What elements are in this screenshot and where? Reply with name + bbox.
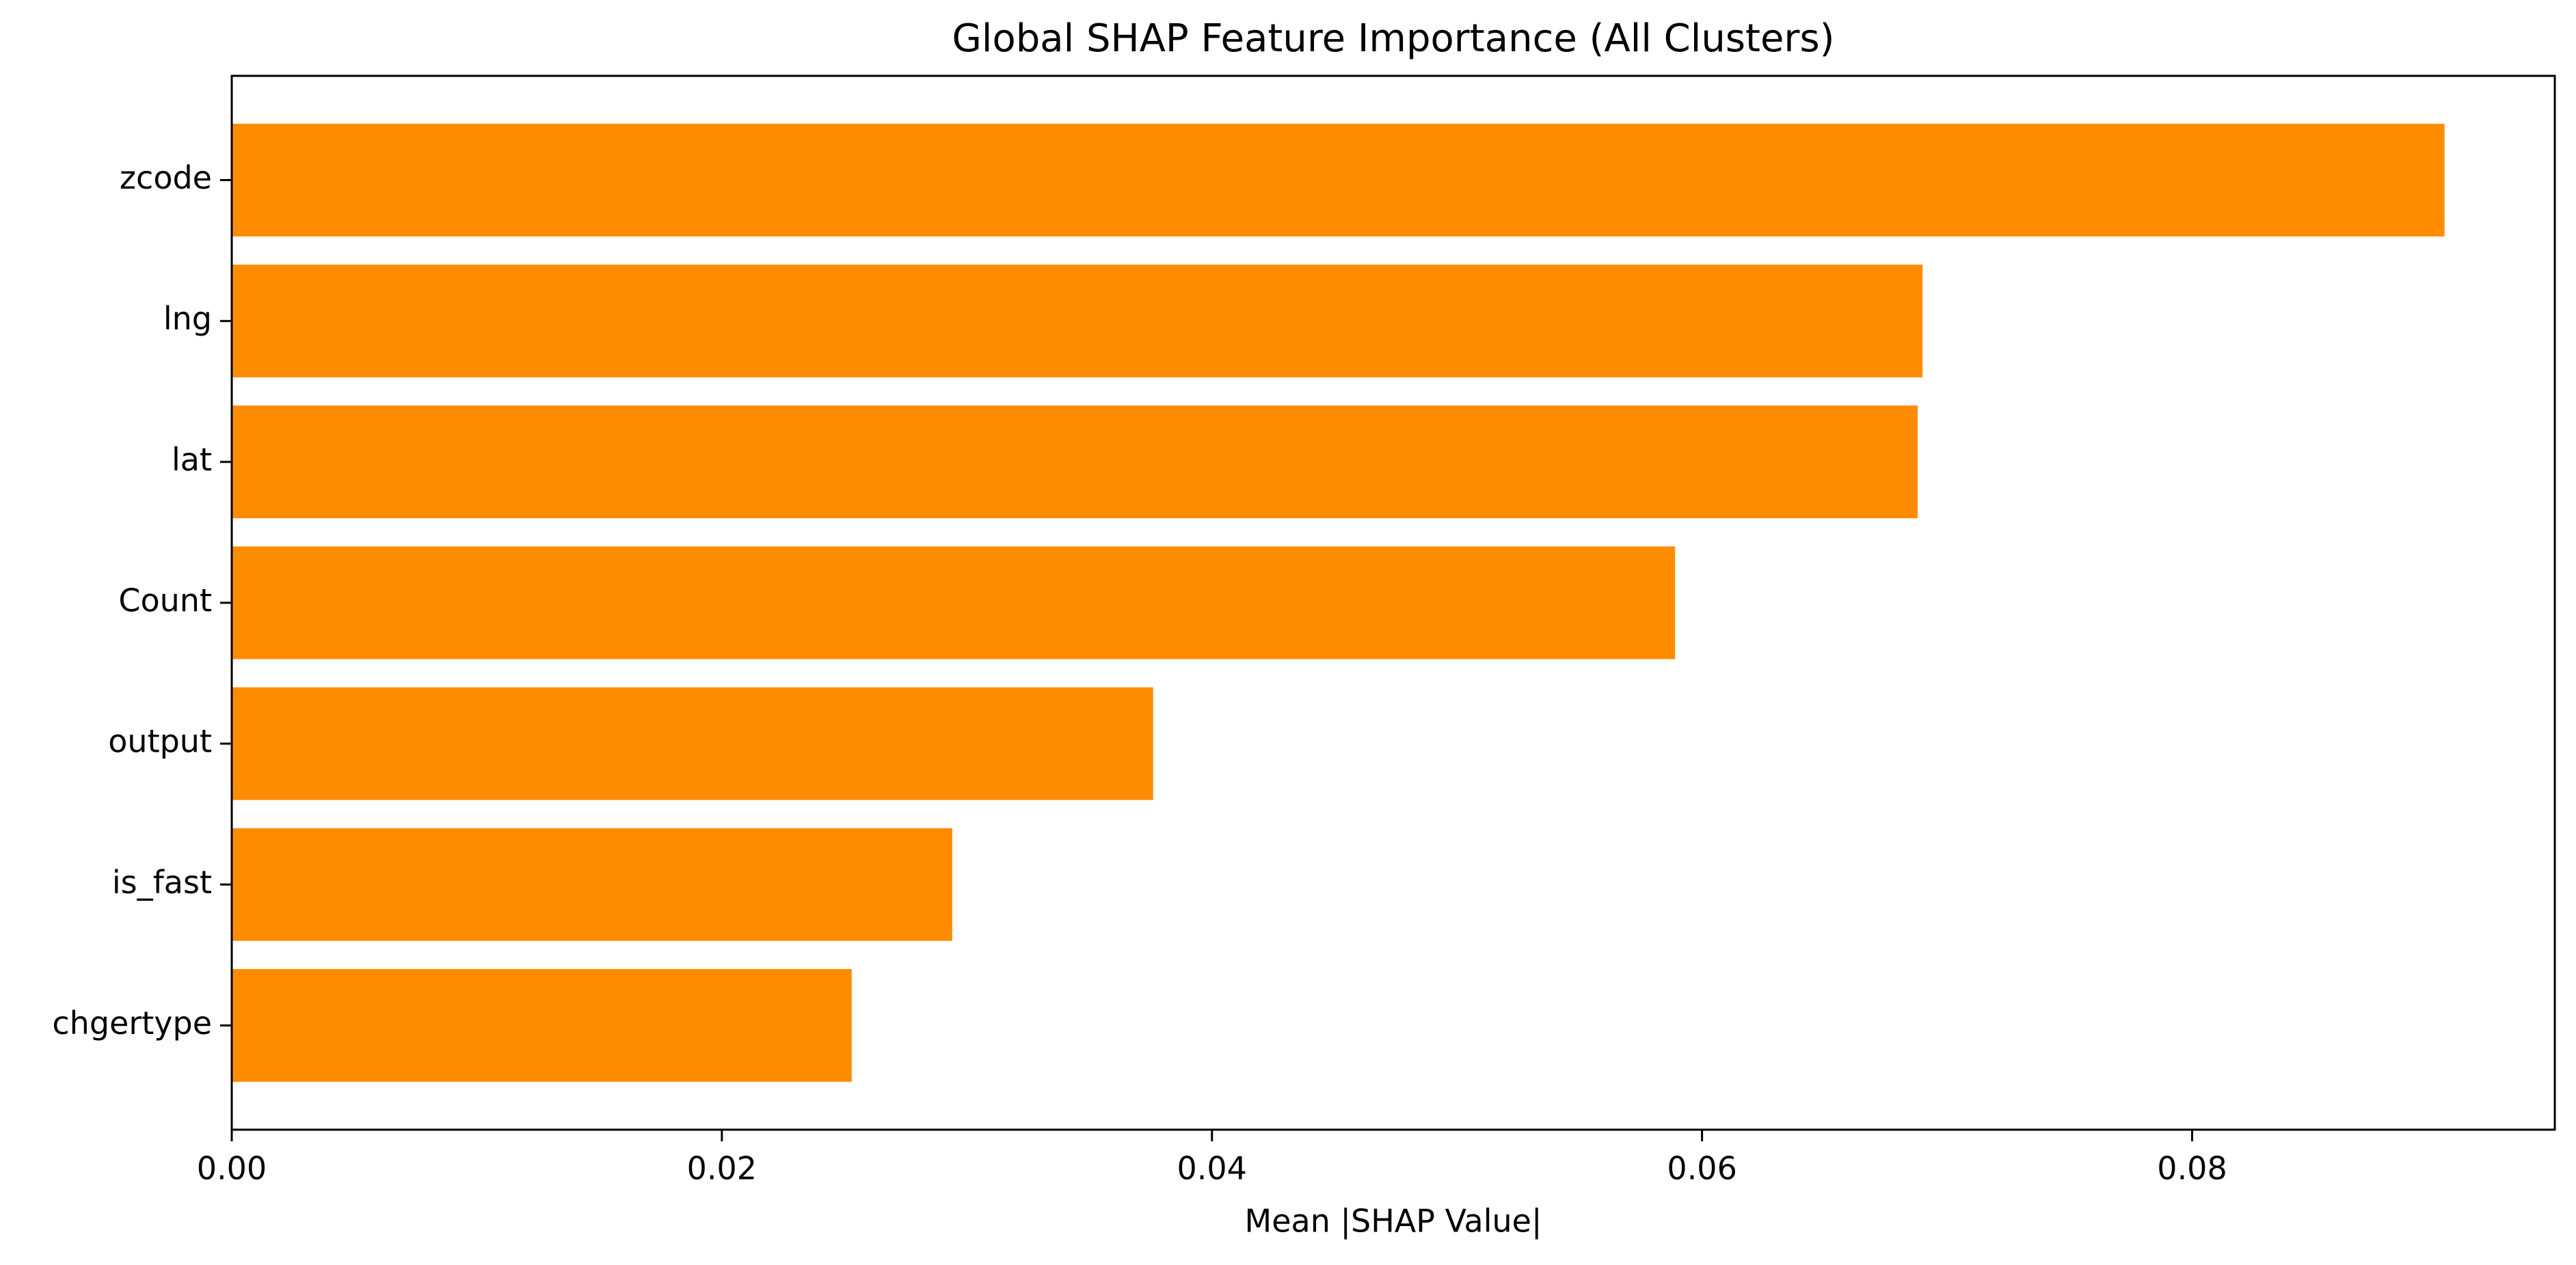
y-tick-label: lat [172, 441, 212, 478]
x-tick-label: 0.04 [1177, 1150, 1247, 1187]
x-tick-label: 0.00 [197, 1150, 267, 1187]
plot-frame [230, 74, 2556, 1131]
bar [232, 546, 1676, 659]
y-tick-label: lng [163, 300, 212, 337]
bar [232, 264, 1923, 378]
y-tick-label: zcode [120, 159, 212, 196]
bar [232, 405, 1918, 519]
y-tick-label: is_fast [112, 864, 212, 901]
chart-title: Global SHAP Feature Importance (All Clus… [952, 16, 1835, 61]
y-tick-label: chgertype [52, 1005, 212, 1042]
bar [232, 828, 952, 941]
x-tick-label: 0.08 [2157, 1150, 2227, 1187]
x-tick-label: 0.02 [687, 1150, 757, 1187]
bar [232, 687, 1153, 800]
y-tick-label: output [108, 723, 212, 760]
y-tick-label: Count [118, 582, 212, 619]
bar [232, 124, 2445, 237]
x-tick-label: 0.06 [1667, 1150, 1736, 1187]
bar [232, 968, 852, 1082]
x-axis-label: Mean |SHAP Value| [1245, 1203, 1542, 1240]
